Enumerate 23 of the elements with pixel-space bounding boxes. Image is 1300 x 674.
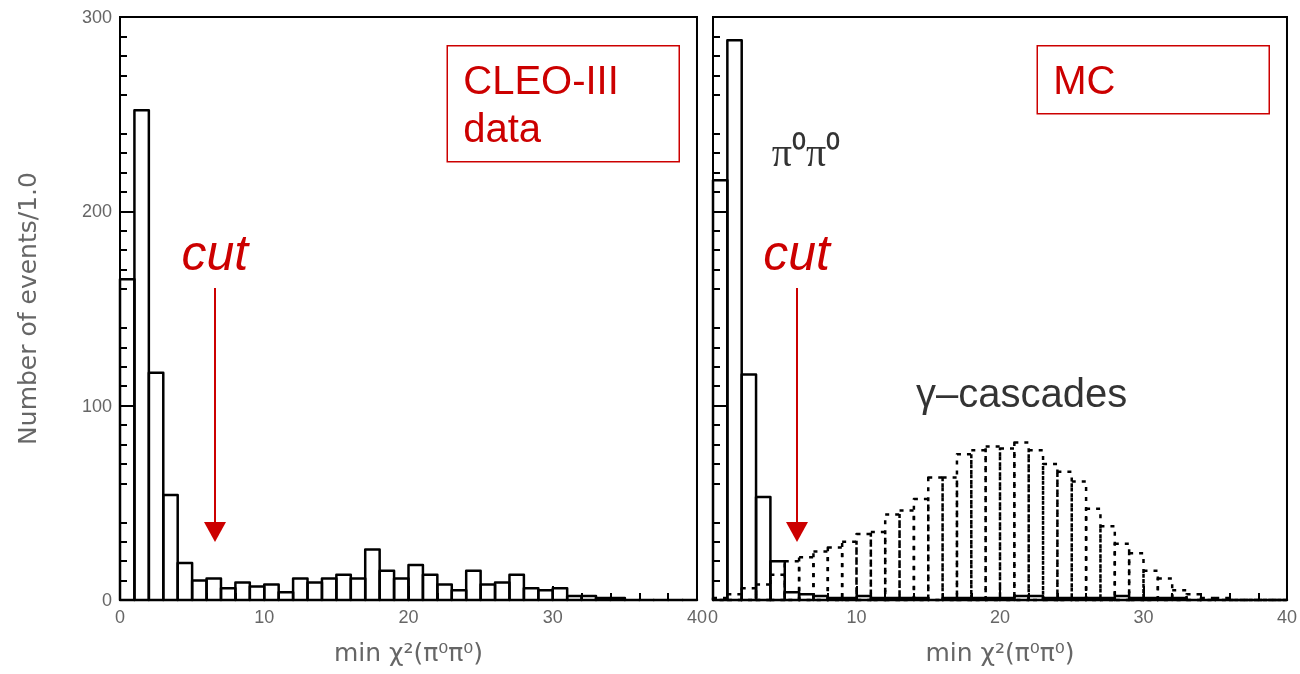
x-tick-label: 20	[398, 607, 419, 627]
series-label: π⁰π⁰	[771, 129, 841, 175]
y-axis-title: Number of events/1.0	[13, 172, 42, 445]
x-tick-label: 0	[708, 607, 719, 627]
annotation: CLEO-III data	[463, 57, 630, 150]
x-tick-label: 30	[542, 607, 563, 627]
annotation: cut	[763, 225, 832, 281]
y-tick-label: 100	[81, 395, 112, 416]
annotation: MC	[1053, 57, 1116, 102]
y-tick-label: 0	[101, 590, 112, 610]
x-tick-label: 10	[846, 607, 867, 627]
x-tick-label: 40	[686, 607, 707, 627]
x-axis-title: min χ²(π⁰π⁰)	[925, 638, 1075, 667]
x-axis-title: min χ²(π⁰π⁰)	[333, 638, 484, 667]
series-label: γ–cascades	[915, 371, 1128, 416]
x-tick-label: 40	[1276, 607, 1297, 627]
x-tick-label: 10	[254, 607, 275, 627]
annotation: cut	[181, 225, 251, 281]
x-tick-label: 0	[114, 607, 126, 627]
x-tick-label: 30	[1133, 607, 1154, 627]
y-tick-label: 200	[81, 201, 112, 222]
y-tick-label: 300	[81, 7, 112, 27]
x-tick-label: 20	[989, 607, 1011, 627]
